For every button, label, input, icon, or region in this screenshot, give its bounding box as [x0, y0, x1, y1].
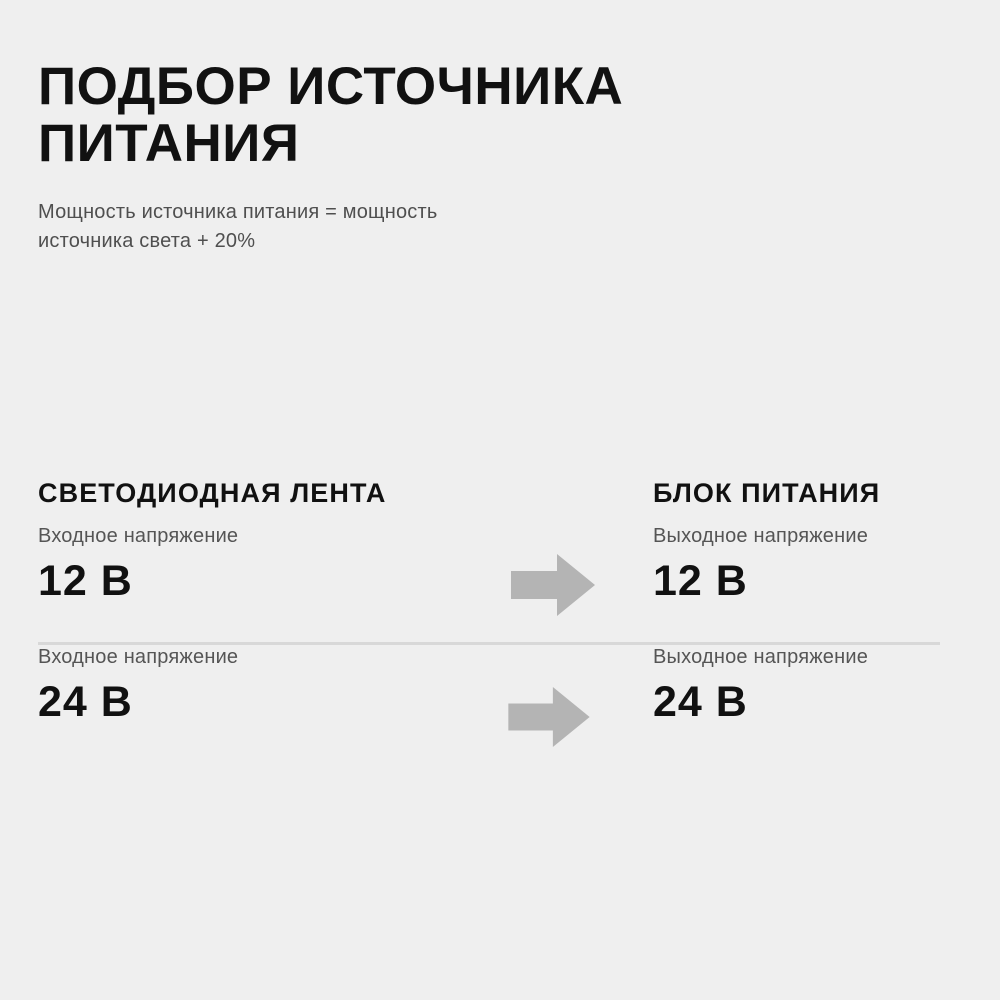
comparison-block: СВЕТОДИОДНАЯ ЛЕНТА БЛОК ПИТАНИЯ Входное … — [38, 478, 940, 761]
row-2-led-cell: Входное напряжение 24 В — [38, 645, 458, 727]
row-2-psu-cell: Выходное напряжение 24 В — [653, 645, 1000, 727]
page-subtitle: Мощность источника питания = мощность ис… — [38, 201, 438, 252]
column-heading-power-supply: БЛОК ПИТАНИЯ — [653, 478, 881, 508]
row-2-led-value: 24 В — [38, 678, 133, 726]
page-title: ПОДБОР ИСТОЧНИКА ПИТАНИЯ — [38, 57, 624, 174]
row-1-psu-label: Выходное напряжение — [653, 525, 869, 547]
arrow-right-icon — [508, 687, 590, 747]
row-2-psu-label: Выходное напряжение — [653, 646, 869, 668]
comparison-row: Входное напряжение 12 В Выходное напряже… — [38, 524, 940, 642]
row-1-led-value: 12 В — [38, 557, 133, 605]
column-heading-led-strip: СВЕТОДИОДНАЯ ЛЕНТА — [38, 478, 387, 508]
row-1-psu-value: 12 В — [653, 557, 748, 605]
arrow-right-icon — [511, 554, 595, 616]
row-1-led-cell: Входное напряжение 12 В — [38, 524, 458, 606]
row-1-psu-cell: Выходное напряжение 12 В — [653, 524, 1000, 606]
row-1-led-label: Входное напряжение — [38, 525, 239, 547]
row-divider — [38, 642, 940, 645]
column-headings: СВЕТОДИОДНАЯ ЛЕНТА БЛОК ПИТАНИЯ — [38, 478, 940, 524]
row-2-led-label: Входное напряжение — [38, 646, 239, 668]
header-block: ПОДБОР ИСТОЧНИКА ПИТАНИЯ Мощность источн… — [38, 58, 738, 255]
row-2-psu-value: 24 В — [653, 678, 748, 726]
comparison-row: Входное напряжение 24 В Выходное напряже… — [38, 645, 940, 761]
